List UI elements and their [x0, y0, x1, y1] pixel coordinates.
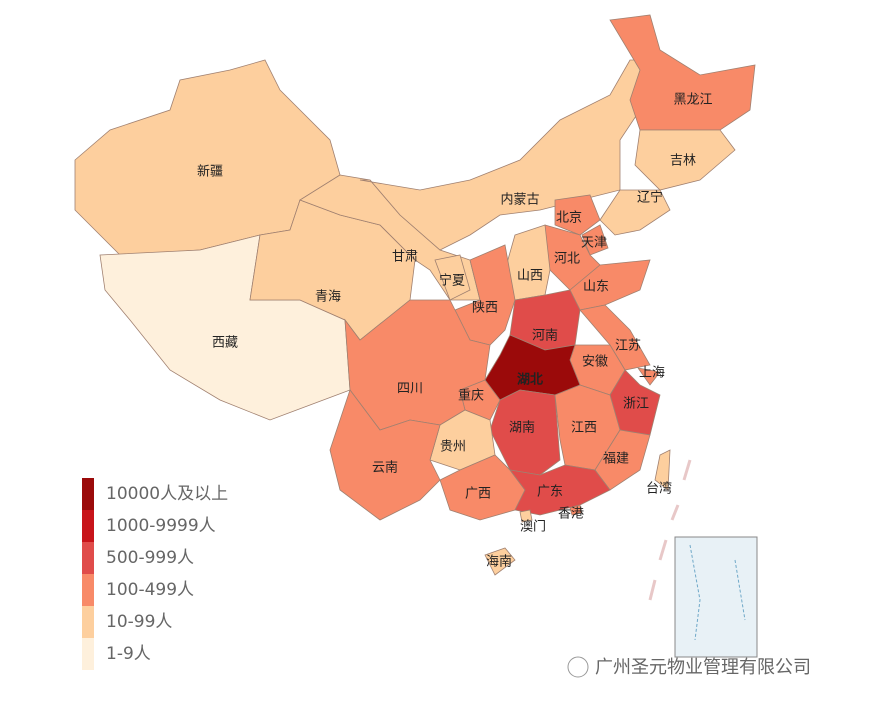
province-label: 河南	[532, 328, 558, 344]
legend-label: 1000-9999人	[106, 516, 216, 536]
south-sea-inset	[674, 536, 758, 658]
province-label: 云南	[372, 460, 398, 476]
legend-label: 100-499人	[106, 580, 194, 600]
province	[249, 199, 416, 341]
legend-label: 10-99人	[106, 612, 172, 632]
province-label: 甘肃	[392, 250, 418, 265]
province	[359, 59, 651, 251]
sea-border	[648, 459, 692, 601]
province-label: 黑龙江	[673, 93, 712, 108]
province	[569, 504, 583, 516]
province	[489, 389, 561, 476]
province-label: 广东	[537, 485, 563, 500]
legend-swatch	[82, 510, 94, 542]
province-label: 贵州	[440, 440, 466, 455]
wechat-icon	[567, 656, 589, 678]
province	[434, 254, 471, 301]
province-label: 江西	[571, 421, 597, 436]
province-label: 宁夏	[439, 273, 465, 289]
province	[634, 129, 736, 191]
province-label: 安徽	[582, 355, 608, 370]
province	[74, 59, 341, 256]
province-label: 湖南	[509, 420, 535, 436]
legend-label: 500-999人	[106, 548, 194, 568]
province-label: 浙江	[623, 397, 649, 412]
province	[484, 547, 516, 576]
legend-swatch	[82, 478, 94, 510]
province	[609, 14, 756, 131]
province-label: 河北	[554, 252, 580, 267]
province-label: 福建	[603, 452, 629, 467]
province-label: 陕西	[472, 301, 498, 316]
legend-swatch	[82, 574, 94, 606]
province-label: 山东	[583, 280, 609, 295]
legend-swatch	[82, 638, 94, 670]
province	[519, 509, 533, 523]
legend-label: 1-9人	[106, 644, 151, 664]
province-label: 内蒙古	[500, 192, 539, 208]
province-label: 海南	[486, 554, 512, 570]
province	[594, 429, 651, 491]
province-label: 台湾	[646, 481, 672, 497]
province-label: 四川	[397, 382, 423, 397]
province-label: 北京	[556, 211, 582, 226]
watermark: 广州圣元物业管理有限公司	[595, 657, 811, 678]
province	[637, 367, 661, 386]
province-label: 新疆	[197, 164, 223, 180]
inset-frame	[674, 536, 758, 658]
province-label: 湖北	[517, 373, 543, 388]
province-label: 吉林	[670, 154, 696, 169]
province-label: 重庆	[458, 388, 484, 404]
province-label: 上海	[639, 366, 665, 381]
legend-swatch	[82, 606, 94, 638]
legend-label: 10000人及以上	[106, 484, 228, 504]
province	[654, 449, 671, 491]
legend-swatch	[82, 542, 94, 574]
province-label: 广西	[465, 487, 491, 502]
province-label: 香港	[558, 507, 584, 522]
province-label: 江苏	[615, 338, 641, 354]
province-label: 西藏	[212, 336, 238, 351]
legend: 10000人及以上 1000-9999人 500-999人 100-499人 10-99…	[82, 478, 228, 670]
province	[509, 464, 611, 516]
province	[554, 194, 601, 236]
province-label: 辽宁	[637, 190, 663, 206]
province-label: 青海	[315, 290, 341, 305]
province	[581, 224, 609, 256]
inset-border	[689, 544, 746, 641]
province-label: 天津	[581, 236, 607, 251]
province-label: 澳门	[520, 519, 546, 535]
province-label: 山西	[517, 269, 543, 284]
